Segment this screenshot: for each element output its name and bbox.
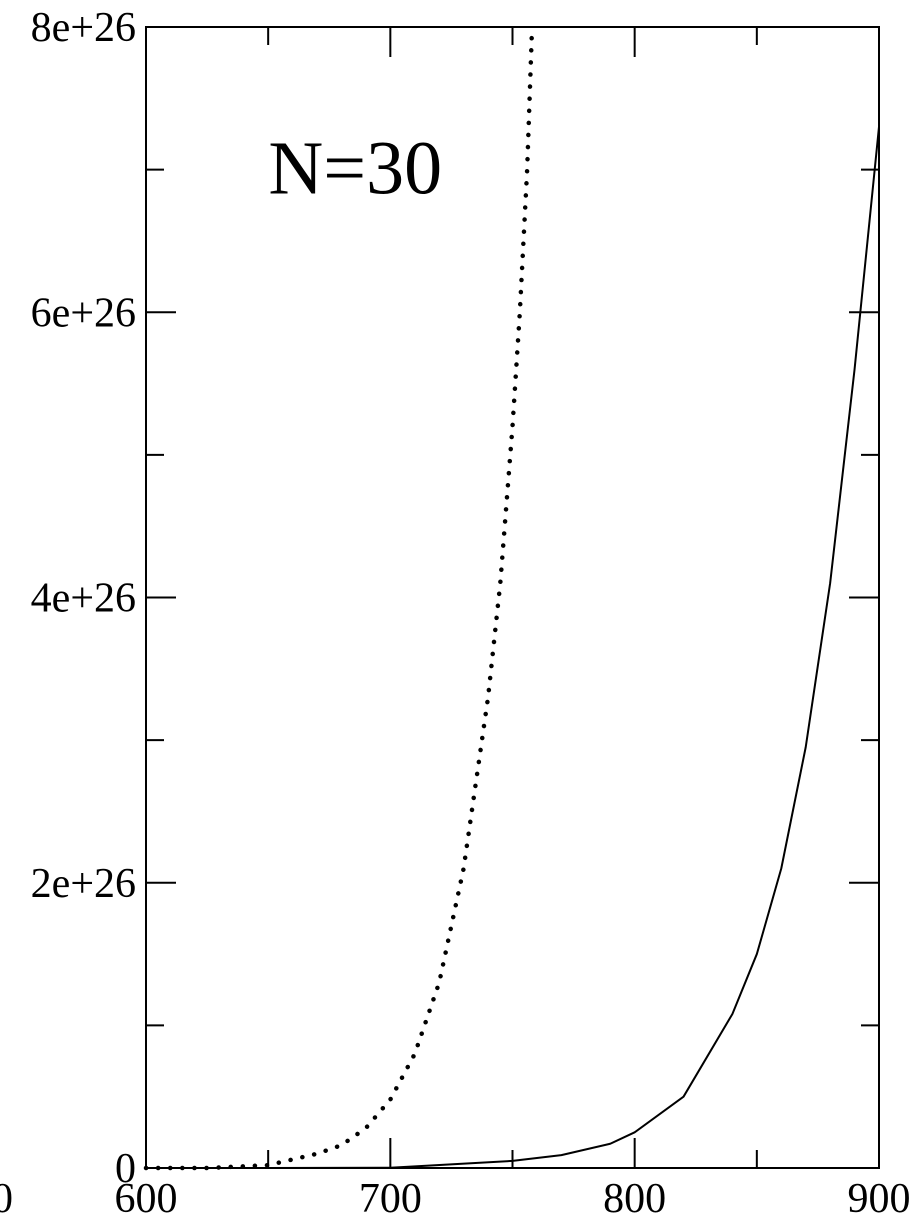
x-tick-label-800: 800 <box>603 1176 666 1222</box>
annotation-n30: N=30 <box>268 127 442 211</box>
tick-labels-layer: 600 700 800 900 0 0 2e+26 4e+26 6e+26 8e+26 <box>0 5 911 1222</box>
series-line-0-dotted <box>143 24 535 1171</box>
x-tick-label-600: 600 <box>115 1176 178 1222</box>
series-line-1-solid <box>146 126 880 1169</box>
y-tick-label-8e+26: 8e+26 <box>31 5 136 51</box>
x-tick-label-700: 700 <box>359 1176 422 1222</box>
x-tick-label-900: 900 <box>848 1176 911 1222</box>
axes-layer <box>145 26 880 1169</box>
y-tick-label-6e+26: 6e+26 <box>31 290 136 336</box>
y-tick-label-0: 0 <box>115 1146 136 1192</box>
plot-frame <box>145 26 880 1169</box>
y-tick-label-4e+26: 4e+26 <box>31 576 136 622</box>
y-tick-label-2e+26: 2e+26 <box>31 861 136 907</box>
x-tick-label-clipped: 0 <box>0 1176 13 1222</box>
curves-layer <box>143 24 880 1171</box>
